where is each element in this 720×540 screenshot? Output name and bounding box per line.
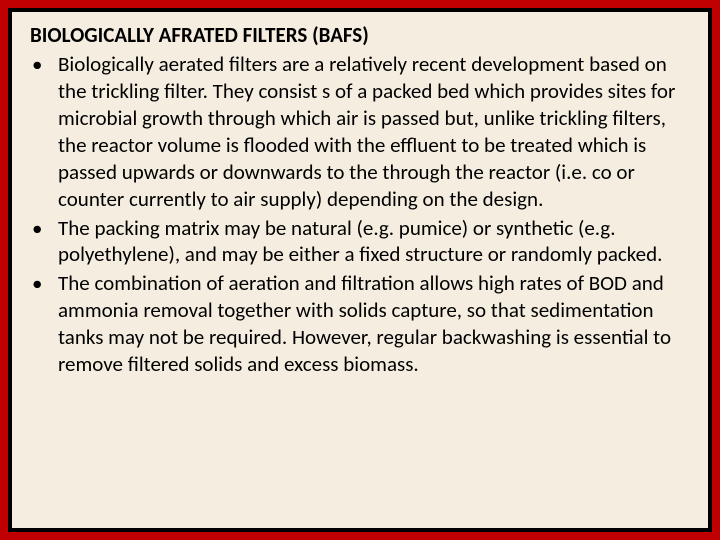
bullet-text: The combination of aeration and filtrati…: [58, 270, 690, 378]
outer-border: BIOLOGICALLY AFRATED FILTERS (BAFS) • Bi…: [0, 0, 720, 540]
bullet-item: • The packing matrix may be natural (e.g…: [30, 215, 690, 269]
bullet-text: The packing matrix may be natural (e.g. …: [58, 215, 690, 269]
bullet-item: • Biologically aerated filters are a rel…: [30, 51, 690, 212]
content-area: BIOLOGICALLY AFRATED FILTERS (BAFS) • Bi…: [12, 12, 708, 528]
inner-border: BIOLOGICALLY AFRATED FILTERS (BAFS) • Bi…: [8, 8, 712, 532]
bullet-text: Biologically aerated filters are a relat…: [58, 51, 690, 212]
slide-title: BIOLOGICALLY AFRATED FILTERS (BAFS): [30, 22, 690, 49]
bullet-marker: •: [30, 51, 58, 212]
bullet-marker: •: [30, 270, 58, 378]
bullet-marker: •: [30, 215, 58, 269]
bullet-item: • The combination of aeration and filtra…: [30, 270, 690, 378]
